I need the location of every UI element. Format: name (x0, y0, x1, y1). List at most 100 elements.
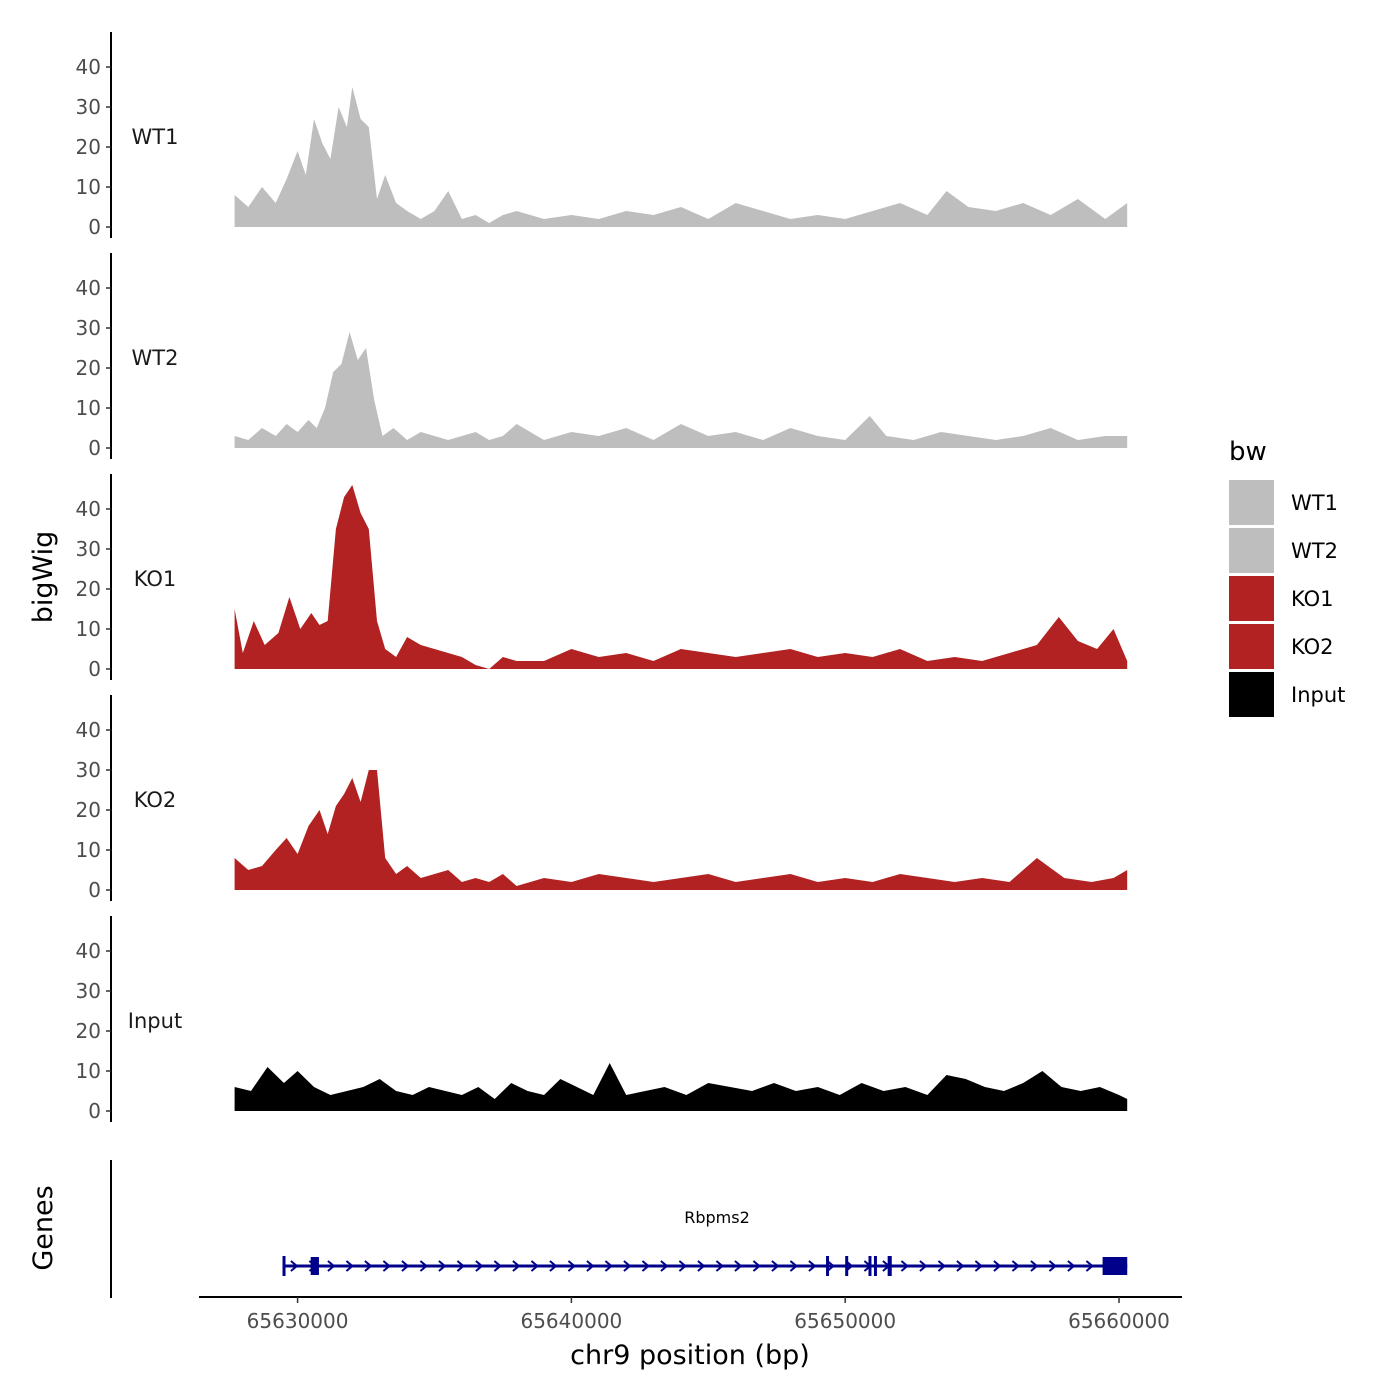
strand-arrow (993, 1260, 1002, 1272)
legend-swatch (1229, 576, 1274, 621)
legend-swatch (1229, 624, 1274, 669)
area-input (234, 1063, 1128, 1111)
legend-item-input: Input (1229, 672, 1345, 717)
genes-axis-title: Genes (28, 1185, 59, 1270)
strand-arrow (752, 1260, 761, 1272)
area-wt2 (234, 332, 1128, 448)
strand-arrow (1011, 1260, 1020, 1272)
strand-arrow (956, 1260, 965, 1272)
panel-input: 0 10 20 30 40 Input (76, 916, 1128, 1123)
panel-wt1: 0 10 20 30 40 WT1 (76, 32, 1128, 239)
legend-swatch (1229, 528, 1274, 573)
area-ko2 (234, 770, 1128, 890)
y-tick-label: 10 (76, 396, 101, 420)
legend-label: KO2 (1291, 635, 1334, 659)
legend-title: bw (1229, 437, 1267, 467)
y-tick-label: 30 (76, 979, 101, 1003)
x-tick-label: 65640000 (520, 1309, 622, 1333)
legend-label: WT1 (1291, 491, 1338, 515)
area-wt1 (234, 87, 1128, 227)
strand-arrow (401, 1260, 410, 1272)
legend-item-wt1: WT1 (1229, 480, 1338, 525)
strand-arrow (826, 1260, 835, 1272)
y-tick-label: 30 (76, 95, 101, 119)
x-tick-label: 65660000 (1068, 1309, 1170, 1333)
gene-exon (282, 1256, 286, 1276)
gene-exon (868, 1256, 872, 1276)
gene-name-label: Rbpms2 (684, 1208, 750, 1227)
y-tick-label: 30 (76, 537, 101, 561)
legend-label: KO1 (1291, 587, 1334, 611)
y-tick-label: 40 (76, 276, 101, 300)
strand-arrow (1067, 1260, 1076, 1272)
panel-ko2: 0 10 20 30 40 KO2 (76, 695, 1128, 902)
strand-arrow (567, 1260, 576, 1272)
legend: bw WT1 WT2 KO1 KO2 Input (1229, 437, 1345, 717)
y-tick-label: 20 (76, 798, 101, 822)
strand-arrow (604, 1260, 613, 1272)
gene-exon (826, 1256, 830, 1276)
strand-arrow (771, 1260, 780, 1272)
strand-arrow (660, 1260, 669, 1272)
strand-arrow (419, 1260, 428, 1272)
strand-arrow (438, 1260, 447, 1272)
legend-item-wt2: WT2 (1229, 528, 1338, 573)
strand-arrow (493, 1260, 502, 1272)
track-label-wt2: WT2 (132, 346, 179, 370)
gene-model (282, 1256, 1128, 1276)
x-tick-label: 65650000 (794, 1309, 896, 1333)
y-tick-label: 0 (88, 657, 101, 681)
strand-arrow (715, 1260, 724, 1272)
strand-arrow (456, 1260, 465, 1272)
x-axis: 65630000 65640000 65650000 65660000 chr9 po… (199, 1296, 1182, 1371)
strand-arrow (641, 1260, 650, 1272)
track-label-ko1: KO1 (134, 567, 177, 591)
y-tick-label: 0 (88, 215, 101, 239)
strand-arrow (808, 1260, 817, 1272)
track-panels: 0 10 20 30 40 WT1 0 10 20 30 40 WT2 0 10 20 30 40 KO1 0 10 2… (76, 32, 1128, 1123)
strand-arrow (364, 1260, 373, 1272)
strand-arrow (974, 1260, 983, 1272)
y-tick-label: 40 (76, 718, 101, 742)
y-tick-label: 10 (76, 175, 101, 199)
y-tick-label: 40 (76, 55, 101, 79)
strand-arrow (623, 1260, 632, 1272)
y-tick-label: 40 (76, 497, 101, 521)
panel-ko1: 0 10 20 30 40 KO1 (76, 474, 1128, 681)
y-tick-label: 20 (76, 135, 101, 159)
strand-arrow (549, 1260, 558, 1272)
gene-track: Genes Rbpms2 (28, 1160, 1128, 1298)
legend-label: WT2 (1291, 539, 1338, 563)
y-tick-label: 10 (76, 1059, 101, 1083)
legend-swatch (1229, 480, 1274, 525)
area-ko1 (234, 485, 1128, 669)
strand-arrow (789, 1260, 798, 1272)
strand-arrow (919, 1260, 928, 1272)
y-tick-label: 20 (76, 1019, 101, 1043)
y-tick-label: 20 (76, 577, 101, 601)
strand-arrow (327, 1260, 336, 1272)
y-tick-label: 10 (76, 617, 101, 641)
x-ticks: 65630000 65640000 65650000 65660000 (247, 1297, 1170, 1333)
gene-exon (310, 1257, 319, 1275)
strand-arrow (734, 1260, 743, 1272)
strand-arrow (290, 1260, 299, 1272)
legend-item-ko2: KO2 (1229, 624, 1334, 669)
strand-arrow (1085, 1260, 1094, 1272)
gene-exon (1102, 1257, 1128, 1275)
gene-exon (873, 1256, 877, 1276)
legend-swatch (1229, 672, 1274, 717)
strand-arrow (530, 1260, 539, 1272)
strand-arrow (1048, 1260, 1057, 1272)
strand-arrow (678, 1260, 687, 1272)
y-tick-label: 0 (88, 1099, 101, 1123)
strand-arrow (937, 1260, 946, 1272)
gene-exon (887, 1256, 892, 1276)
y-tick-label: 20 (76, 356, 101, 380)
strand-arrow (512, 1260, 521, 1272)
track-label-ko2: KO2 (134, 788, 177, 812)
strand-arrow (345, 1260, 354, 1272)
strand-arrow (382, 1260, 391, 1272)
y-tick-label: 0 (88, 878, 101, 902)
